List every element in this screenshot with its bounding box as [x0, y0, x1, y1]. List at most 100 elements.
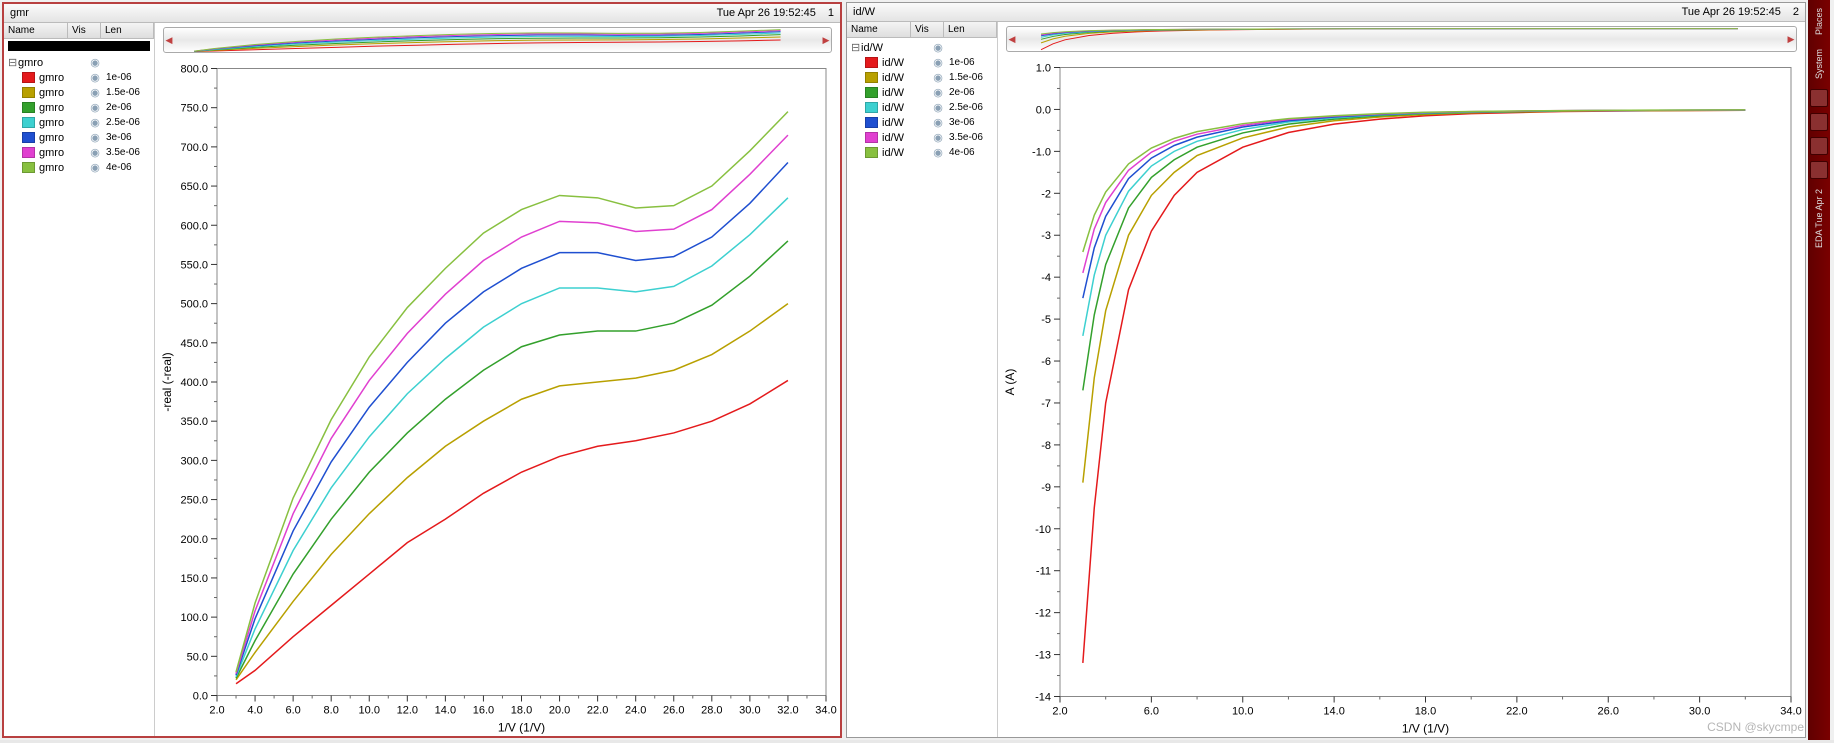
- svg-text:2.0: 2.0: [1052, 706, 1067, 718]
- legend-series-name: id/W: [882, 72, 927, 84]
- legend-row[interactable]: gmro ◉ 2.5e-06: [4, 115, 154, 130]
- legend-series-len: 4e-06: [949, 147, 993, 158]
- svg-text:-14: -14: [1035, 692, 1051, 704]
- chart-canvas[interactable]: 2.06.010.014.018.022.026.030.034.0-14-13…: [998, 56, 1805, 740]
- legend-row[interactable]: gmro ◉ 3e-06: [4, 130, 154, 145]
- legend-series-len: 2e-06: [106, 102, 150, 113]
- eye-icon[interactable]: ◉: [927, 56, 949, 69]
- eye-icon[interactable]: ◉: [84, 161, 106, 174]
- legend-row[interactable]: id/W ◉ 1e-06: [847, 55, 997, 70]
- network-icon[interactable]: [1810, 161, 1828, 179]
- overview-scrollbar[interactable]: ◀ ▶: [1006, 26, 1797, 52]
- svg-text:14.0: 14.0: [435, 705, 456, 717]
- sidebar-item-eda[interactable]: EDA Tue Apr 2: [1814, 185, 1824, 252]
- legend-series-name: id/W: [882, 87, 927, 99]
- legend-col-vis[interactable]: Vis: [911, 22, 944, 37]
- eye-icon[interactable]: ◉: [84, 86, 106, 99]
- legend-col-name[interactable]: Name: [4, 23, 68, 38]
- legend-row[interactable]: id/W ◉ 3.5e-06: [847, 130, 997, 145]
- eye-icon[interactable]: ◉: [927, 101, 949, 114]
- svg-text:1/V (1/V): 1/V (1/V): [1402, 722, 1449, 736]
- eye-icon[interactable]: ◉: [84, 131, 106, 144]
- svg-text:600.0: 600.0: [180, 220, 208, 232]
- legend-row[interactable]: gmro ◉ 4e-06: [4, 160, 154, 175]
- eye-icon[interactable]: ◉: [927, 146, 949, 159]
- legend-rows: ⊟ id/W ◉ id/W ◉ 1e-06 id/W ◉ 1.5e-06 id/…: [847, 38, 997, 162]
- legend-row[interactable]: gmro ◉ 2e-06: [4, 100, 154, 115]
- legend-row[interactable]: id/W ◉ 1.5e-06: [847, 70, 997, 85]
- overview-scrollbar[interactable]: ◀ ▶: [163, 27, 832, 53]
- eye-icon[interactable]: ◉: [84, 146, 106, 159]
- svg-text:2.0: 2.0: [209, 705, 224, 717]
- eye-icon[interactable]: ◉: [84, 56, 106, 69]
- legend-swatch-icon: [22, 72, 35, 83]
- legend-group-row[interactable]: ⊟ id/W ◉: [847, 40, 997, 55]
- overview-left-icon[interactable]: ◀: [1007, 34, 1017, 45]
- legend-swatch-icon: [22, 87, 35, 98]
- legend-row[interactable]: id/W ◉ 2.5e-06: [847, 100, 997, 115]
- eye-icon[interactable]: ◉: [927, 116, 949, 129]
- overview-mini-plot: [174, 28, 821, 52]
- volume-icon[interactable]: [1810, 137, 1828, 155]
- svg-text:6.0: 6.0: [1144, 706, 1159, 718]
- sidebar-item-system[interactable]: System: [1814, 45, 1824, 83]
- eye-icon[interactable]: ◉: [927, 71, 949, 84]
- legend-col-vis[interactable]: Vis: [68, 23, 101, 38]
- overview-right-icon[interactable]: ▶: [1786, 34, 1796, 45]
- eye-icon[interactable]: ◉: [84, 101, 106, 114]
- svg-text:700.0: 700.0: [180, 142, 208, 154]
- chart-canvas[interactable]: 2.04.06.08.010.012.014.016.018.020.022.0…: [155, 57, 840, 739]
- eye-icon[interactable]: ◉: [84, 71, 106, 84]
- sidebar-item-places[interactable]: Places: [1814, 4, 1824, 39]
- legend-swatch-icon: [22, 162, 35, 173]
- legend-series-len: 1e-06: [949, 57, 993, 68]
- svg-text:100.0: 100.0: [180, 612, 208, 624]
- legend-rows: ⊟ gmro ◉ gmro ◉ 1e-06 gmro ◉ 1.5e-06 gmr…: [4, 53, 154, 177]
- legend-col-name[interactable]: Name: [847, 22, 911, 37]
- legend-series-len: 1.5e-06: [949, 72, 993, 83]
- svg-text:150.0: 150.0: [180, 573, 208, 585]
- legend-swatch-icon: [22, 132, 35, 143]
- legend-series-len: 1e-06: [106, 72, 150, 83]
- legend-series-name: gmro: [39, 147, 84, 159]
- overview-left-icon[interactable]: ◀: [164, 35, 174, 46]
- legend-row[interactable]: gmro ◉ 1e-06: [4, 70, 154, 85]
- panel-title: id/W: [853, 6, 875, 18]
- legend-row[interactable]: id/W ◉ 2e-06: [847, 85, 997, 100]
- legend-swatch-icon: [865, 87, 878, 98]
- legend-row[interactable]: gmro ◉ 1.5e-06: [4, 85, 154, 100]
- svg-text:400.0: 400.0: [180, 377, 208, 389]
- svg-text:4.0: 4.0: [247, 705, 262, 717]
- titlebar[interactable]: id/W Tue Apr 26 19:52:45 2: [847, 3, 1805, 22]
- tree-collapse-icon[interactable]: ⊟: [851, 41, 861, 54]
- svg-text:14.0: 14.0: [1323, 706, 1344, 718]
- svg-text:-7: -7: [1041, 398, 1051, 410]
- eye-icon[interactable]: ◉: [927, 86, 949, 99]
- svg-text:-2: -2: [1041, 188, 1051, 200]
- legend-group-row[interactable]: ⊟ gmro ◉: [4, 55, 154, 70]
- legend-row[interactable]: gmro ◉ 3.5e-06: [4, 145, 154, 160]
- legend-row[interactable]: id/W ◉ 4e-06: [847, 145, 997, 160]
- legend-series-len: 3.5e-06: [949, 132, 993, 143]
- legend-swatch-icon: [22, 117, 35, 128]
- firefox-icon[interactable]: [1810, 89, 1828, 107]
- titlebar[interactable]: gmr Tue Apr 26 19:52:45 1: [4, 4, 840, 23]
- legend-series-name: gmro: [39, 87, 84, 99]
- eye-icon[interactable]: ◉: [927, 131, 949, 144]
- tree-collapse-icon[interactable]: ⊟: [8, 56, 18, 69]
- svg-text:26.0: 26.0: [1598, 706, 1619, 718]
- svg-text:22.0: 22.0: [1506, 706, 1527, 718]
- eye-icon[interactable]: ◉: [927, 41, 949, 54]
- legend-col-len[interactable]: Len: [101, 23, 154, 38]
- app-icon[interactable]: [1810, 113, 1828, 131]
- legend-swatch-icon: [22, 147, 35, 158]
- panel-id/W: id/W Tue Apr 26 19:52:45 2 Name Vis Len …: [846, 2, 1806, 738]
- svg-text:-1.0: -1.0: [1032, 146, 1051, 158]
- svg-text:20.0: 20.0: [549, 705, 570, 717]
- legend-col-len[interactable]: Len: [944, 22, 997, 37]
- legend-swatch-icon: [865, 147, 878, 158]
- legend-series-len: 2e-06: [949, 87, 993, 98]
- legend-row[interactable]: id/W ◉ 3e-06: [847, 115, 997, 130]
- eye-icon[interactable]: ◉: [84, 116, 106, 129]
- overview-right-icon[interactable]: ▶: [821, 35, 831, 46]
